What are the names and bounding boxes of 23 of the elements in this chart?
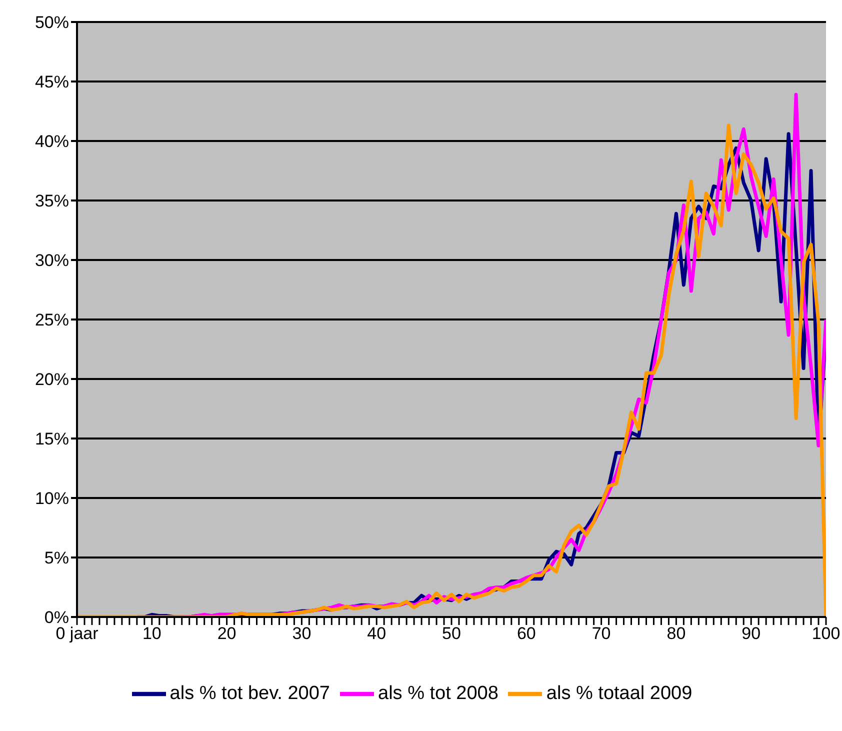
x-tick-label: 10 [142,624,162,644]
x-tick-label: 100 [812,624,840,644]
x-tick-label: 80 [666,624,686,644]
x-tick-label: 30 [292,624,312,644]
y-tick-label: 30% [34,251,69,270]
legend-label: als % totaal 2009 [546,683,692,704]
x-tick-label: 20 [217,624,236,644]
y-tick-label: 15% [34,430,69,449]
y-tick-label: 10% [34,489,69,508]
y-tick-label: 50% [34,13,69,32]
x-tick-label: 50 [442,624,461,644]
x-tick-label: 90 [742,624,761,644]
legend-label: als % tot 2008 [378,683,498,704]
legend-label: als % tot bev. 2007 [170,683,330,704]
y-tick-label: 40% [34,132,69,152]
x-tick-label: 40 [367,624,386,644]
y-tick-label: 20% [34,370,69,390]
y-tick-label: 45% [34,72,69,92]
x-tick-label: 70 [592,624,611,644]
y-tick-label: 5% [44,548,69,568]
x-tick-label: 60 [516,624,536,644]
y-tick-label: 25% [34,310,69,330]
y-tick-label: 35% [34,192,69,211]
